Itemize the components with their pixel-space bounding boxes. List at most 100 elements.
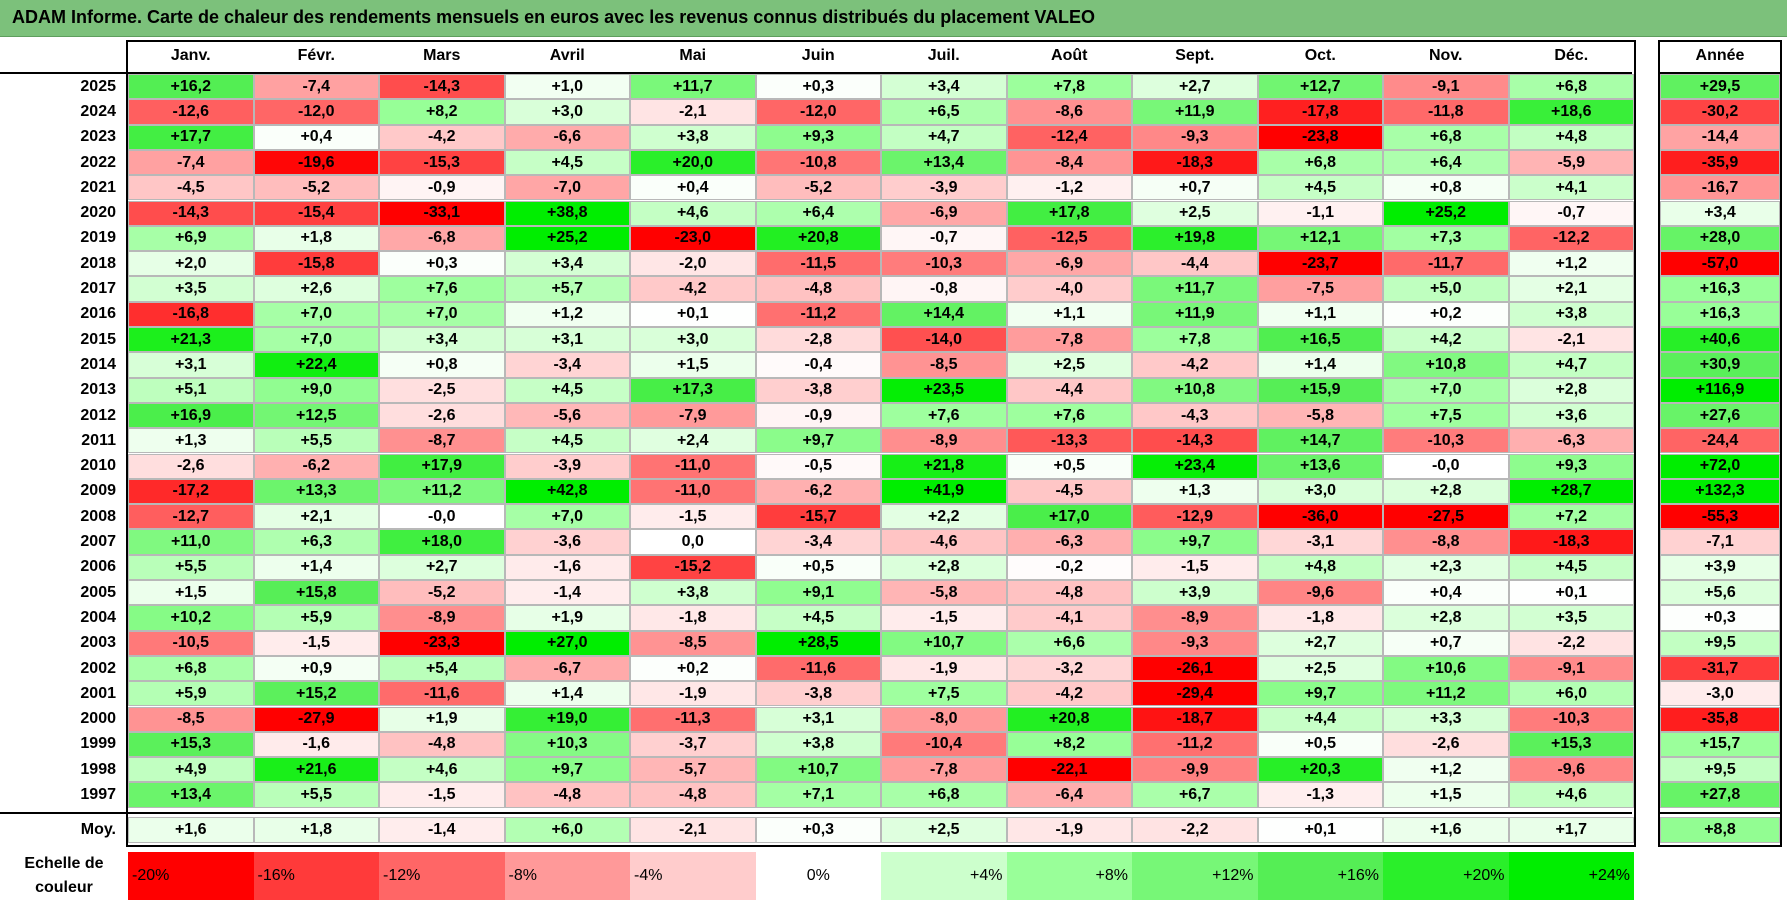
- heatmap-cell: +2,6: [253, 276, 379, 302]
- heatmap-cell: +0,1: [630, 301, 756, 327]
- heatmap-cell: +15,2: [253, 681, 379, 707]
- heatmap-cell: -11,0: [630, 478, 756, 505]
- heatmap-cell: +1,8: [253, 225, 379, 252]
- heatmap-cell: -6,8: [379, 225, 505, 252]
- heatmap-cell: +42,8: [504, 478, 630, 505]
- heatmap-cell: +2,3: [1383, 554, 1509, 580]
- heatmap-cell: -6,3: [1508, 428, 1634, 454]
- heatmap-cell: +3,4: [379, 327, 505, 353]
- heatmap-cell: +4,4: [1257, 706, 1383, 732]
- year-label: 2015: [80, 330, 116, 348]
- heatmap-cell: -9,1: [1383, 74, 1509, 100]
- heatmap-cell: +11,9: [1132, 99, 1258, 125]
- year-total-cell: +116,9: [1660, 377, 1780, 403]
- heatmap-cell: +10,6: [1383, 655, 1509, 682]
- heatmap-cell: -0,4: [755, 352, 881, 378]
- heatmap-cell: +38,8: [504, 200, 630, 226]
- year-total-cell: -3,0: [1660, 681, 1780, 707]
- heatmap-cell: -1,3: [1257, 782, 1383, 808]
- month-header: Oct.: [1304, 47, 1336, 64]
- heatmap-cell: +0,8: [379, 352, 505, 378]
- color-scale-swatch: +20%: [1383, 852, 1509, 900]
- heatmap-cell: -11,0: [630, 453, 756, 479]
- heatmap-cell: +12,5: [253, 402, 379, 429]
- heatmap-cell: +11,7: [1132, 276, 1258, 302]
- average-total-cell: +8,8: [1660, 816, 1780, 843]
- heatmap-cell: +5,7: [504, 276, 630, 302]
- heatmap-cell: +3,5: [128, 276, 254, 302]
- heatmap-cell: -12,0: [755, 99, 881, 125]
- heatmap-cell: -7,8: [1006, 327, 1132, 353]
- heatmap-cell: -3,9: [881, 175, 1007, 201]
- year-total-cell: -55,3: [1660, 504, 1780, 530]
- heatmap-cell: -7,9: [630, 402, 756, 429]
- heatmap-cell: -2,5: [379, 377, 505, 403]
- color-scale-swatch: +12%: [1132, 852, 1258, 900]
- heatmap-cell: +5,0: [1383, 276, 1509, 302]
- heatmap-cell: -1,8: [1257, 605, 1383, 631]
- heatmap-cell: +1,5: [630, 352, 756, 378]
- heatmap-cell: -15,4: [253, 200, 379, 226]
- heatmap-cell: +3,1: [128, 352, 254, 378]
- year-label: 2009: [80, 482, 116, 500]
- heatmap-cell: -23,8: [1257, 124, 1383, 150]
- heatmap-cell: +2,7: [1132, 74, 1258, 100]
- year-label: 1998: [80, 760, 116, 778]
- heatmap-cell: +0,2: [1383, 301, 1509, 327]
- heatmap-cell: -2,6: [128, 453, 254, 479]
- heatmap-cell: +16,9: [128, 402, 254, 429]
- heatmap-cell: +6,8: [128, 655, 254, 682]
- heatmap-cell: +7,3: [1383, 225, 1509, 252]
- heatmap-cell: -33,1: [379, 200, 505, 226]
- heatmap-cell: -14,3: [379, 74, 505, 100]
- year-total-cell: +30,9: [1660, 352, 1780, 378]
- heatmap-cell: +7,1: [755, 782, 881, 808]
- heatmap-cell: -1,9: [881, 655, 1007, 682]
- heatmap-cell: +11,2: [1383, 681, 1509, 707]
- heatmap-cell: -0,7: [881, 225, 1007, 252]
- heatmap-cell: +3,9: [1132, 580, 1258, 606]
- heatmap-cell: +0,4: [253, 124, 379, 150]
- heatmap-cell: +0,5: [1006, 453, 1132, 479]
- month-header: Juin: [801, 47, 835, 64]
- heatmap-cell: +3,8: [755, 731, 881, 758]
- heatmap-cell: +3,0: [1257, 478, 1383, 505]
- year-label: 2008: [80, 507, 116, 525]
- year-label: 1997: [80, 786, 116, 804]
- color-scale-swatch: -4%: [630, 852, 756, 900]
- heatmap-cell: +23,5: [881, 377, 1007, 403]
- month-header: Juil.: [927, 47, 960, 64]
- heatmap-cell: -7,4: [128, 149, 254, 176]
- heatmap-cell: -23,7: [1257, 251, 1383, 277]
- heatmap-cell: -4,2: [630, 276, 756, 302]
- heatmap-cell: -8,8: [1383, 529, 1509, 555]
- heatmap-cell: +7,5: [881, 681, 1007, 707]
- heatmap-cell: -5,8: [1257, 402, 1383, 429]
- color-scale-swatch: +4%: [881, 852, 1007, 900]
- heatmap-cell: +6,8: [1257, 149, 1383, 176]
- heatmap-cell: +10,7: [755, 757, 881, 783]
- heatmap-cell: +1,4: [504, 681, 630, 707]
- heatmap-cell: -27,9: [253, 706, 379, 732]
- year-label: 2010: [80, 457, 116, 475]
- heatmap-cell: -2,2: [1508, 630, 1634, 656]
- average-cell: -2,2: [1132, 816, 1258, 843]
- year-label: 2011: [81, 431, 116, 449]
- heatmap-cell: -8,4: [1006, 149, 1132, 176]
- heatmap-cell: +7,6: [379, 276, 505, 302]
- heatmap-cell: +4,7: [1508, 352, 1634, 378]
- year-label: 2003: [80, 634, 116, 652]
- heatmap-cell: +1,2: [1508, 251, 1634, 277]
- average-cell: +0,1: [1257, 816, 1383, 843]
- year-label: 1999: [80, 735, 116, 753]
- heatmap-cell: +7,8: [1006, 74, 1132, 100]
- heatmap-cell: +4,5: [1508, 554, 1634, 580]
- heatmap-cell: -3,2: [1006, 655, 1132, 682]
- heatmap-cell: +5,9: [253, 605, 379, 631]
- heatmap-cell: -2,1: [1508, 327, 1634, 353]
- heatmap-cell: -10,5: [128, 630, 254, 656]
- heatmap-cell: -9,3: [1132, 630, 1258, 656]
- heatmap-cell: +17,0: [1006, 504, 1132, 530]
- year-total-cell: -31,7: [1660, 655, 1780, 682]
- heatmap-cell: +1,4: [253, 554, 379, 580]
